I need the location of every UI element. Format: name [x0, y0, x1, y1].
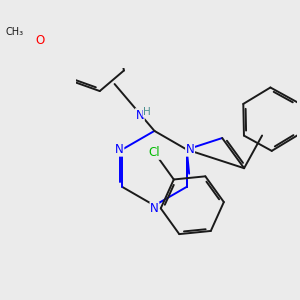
- Text: N: N: [150, 202, 159, 215]
- Text: O: O: [35, 34, 44, 47]
- Text: N: N: [115, 143, 124, 156]
- Text: H: H: [143, 107, 151, 117]
- Text: Cl: Cl: [149, 146, 161, 159]
- Text: N: N: [186, 143, 194, 156]
- Text: N: N: [135, 109, 144, 122]
- Text: O: O: [11, 27, 19, 37]
- Text: CH₃: CH₃: [6, 27, 24, 37]
